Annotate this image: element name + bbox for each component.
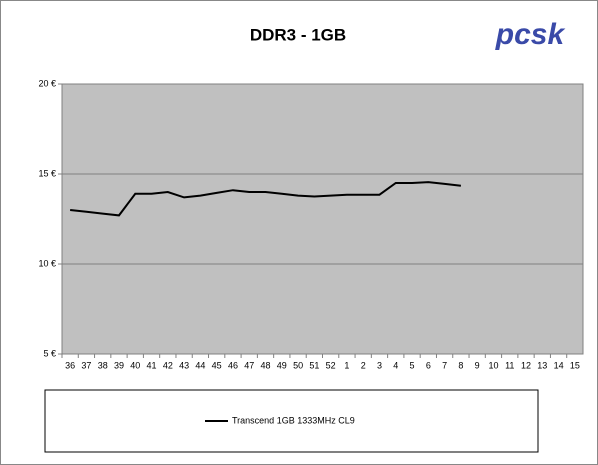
x-tick-label: 13: [537, 360, 547, 370]
plot-area: [61, 83, 584, 355]
x-tick-label: 50: [293, 360, 303, 370]
x-tick-label: 8: [458, 360, 463, 370]
x-tick-label: 45: [212, 360, 222, 370]
x-tick-label: 51: [309, 360, 319, 370]
x-tick-label: 43: [179, 360, 189, 370]
legend-label: Transcend 1GB 1333MHz CL9: [232, 415, 355, 425]
x-tick-label: 9: [475, 360, 480, 370]
x-tick-label: 47: [244, 360, 254, 370]
y-tick-label: 5 €: [43, 348, 56, 358]
x-tick-label: 11: [505, 360, 514, 370]
x-tick-label: 42: [163, 360, 173, 370]
y-tick-label: 10 €: [38, 258, 56, 268]
x-tick-label: 36: [65, 360, 75, 370]
y-tick-label: 15 €: [38, 168, 56, 178]
x-tick-label: 49: [277, 360, 287, 370]
x-tick-label: 38: [98, 360, 108, 370]
y-tick-label: 20 €: [38, 78, 56, 88]
logo: pcsk: [495, 18, 566, 51]
x-tick-label: 6: [426, 360, 431, 370]
x-tick-label: 14: [554, 360, 564, 370]
x-tick-label: 4: [393, 360, 398, 370]
x-tick-label: 52: [326, 360, 336, 370]
x-tick-label: 10: [488, 360, 498, 370]
x-tick-label: 41: [147, 360, 157, 370]
x-tick-label: 39: [114, 360, 124, 370]
x-tick-label: 12: [521, 360, 531, 370]
chart-title: DDR3 - 1GB: [250, 25, 346, 44]
line-series: [70, 181, 462, 217]
x-tick-label: 37: [81, 360, 91, 370]
x-tick-label: 1: [344, 360, 349, 370]
x-tick-label: 5: [410, 360, 415, 370]
x-tick-label: 48: [261, 360, 271, 370]
x-tick-label: 3: [377, 360, 382, 370]
x-tick-label: 2: [361, 360, 366, 370]
x-tick-label: 7: [442, 360, 447, 370]
x-tick-label: 15: [570, 360, 580, 370]
x-tick-label: 40: [130, 360, 140, 370]
x-tick-label: 46: [228, 360, 238, 370]
legend: [44, 389, 539, 453]
x-tick-label: 44: [195, 360, 205, 370]
